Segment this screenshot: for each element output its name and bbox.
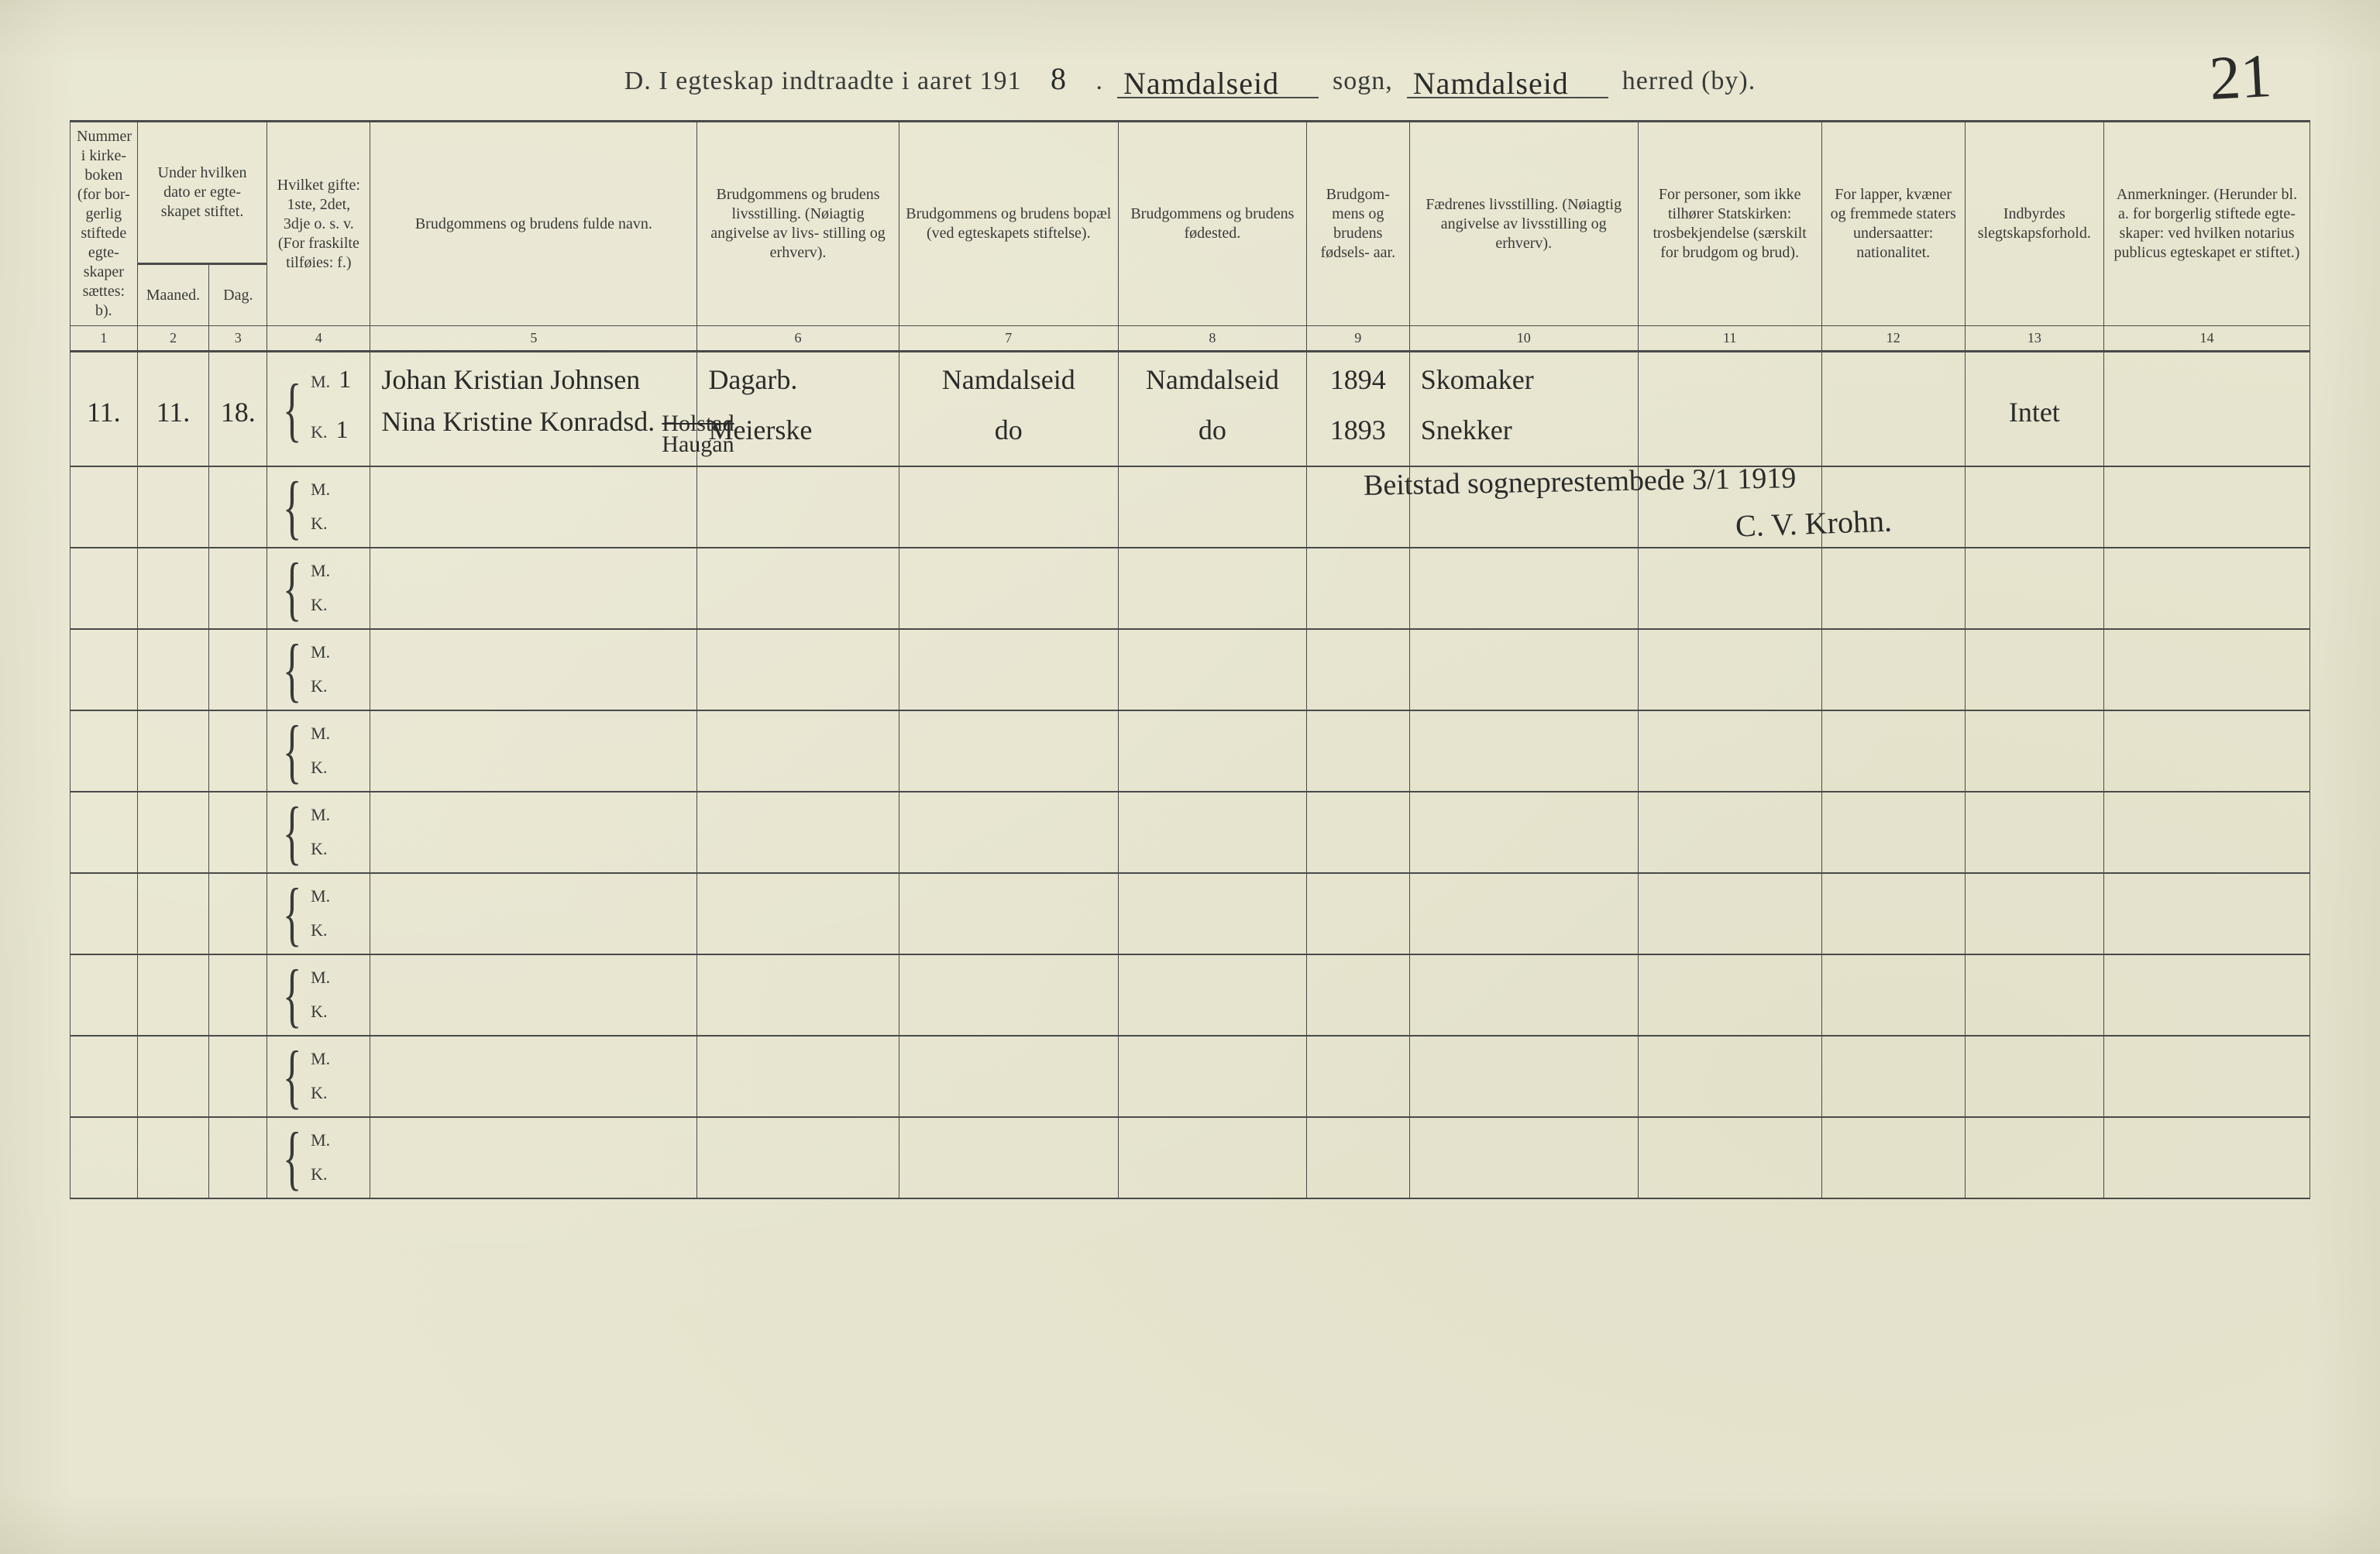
table-head: Nummer i kirke- boken (for bor- gerlig s… (71, 122, 2310, 352)
cell-brace: { (267, 351, 303, 466)
sogn-blank: Namdalseid (1117, 60, 1319, 98)
blank-row-m: {M. (71, 954, 2310, 995)
coln-4: 4 (267, 326, 370, 352)
th-11: For lapper, kvæner og fremmede staters u… (1821, 122, 1965, 326)
coln-5: 5 (370, 326, 697, 352)
cell-groom-name: Johan Kristian Johnsen (370, 351, 697, 401)
heading-period: . (1096, 67, 1104, 96)
cell-bride-bplace: do (1118, 401, 1306, 466)
cell-bride-res: do (899, 401, 1118, 466)
blank-row-m: {M. (71, 1036, 2310, 1076)
register-table: Nummer i kirke- boken (for bor- gerlig s… (70, 120, 2310, 1199)
blank-row-m: {M. (71, 792, 2310, 832)
th-12: Indbyrdes slegtskapsforhold. (1965, 122, 2103, 326)
cell-groom-byear: 1894 (1306, 351, 1409, 401)
coln-12: 12 (1821, 326, 1965, 352)
cell-groom-father: Skomaker (1409, 351, 1638, 401)
cell-entry-no: 11. (71, 351, 138, 466)
th-9: Fædrenes livsstilling. (Nøiagtig angivel… (1409, 122, 1638, 326)
cell-bride-father: Snekker (1409, 401, 1638, 466)
cell-bride-gifte: 1 (336, 415, 349, 443)
cell-kinship: Intet (1965, 351, 2103, 466)
heading-prefix: D. I egteskap indtraadte i aaret 191 (624, 67, 1022, 96)
cell-bride-name: Nina Kristine Konradsd. Holstad Haugan (370, 401, 697, 466)
cell-mk-k: K. 1 (303, 401, 370, 466)
brace-icon: { (283, 390, 301, 429)
cell-day: 18. (209, 351, 267, 466)
coln-6: 6 (697, 326, 899, 352)
cell-groom-12 (1821, 351, 1965, 401)
cell-groom-11 (1638, 351, 1821, 401)
coln-9: 9 (1306, 326, 1409, 352)
cell-bride-11 (1638, 401, 1821, 466)
blank-row-m: {M. (71, 466, 2310, 507)
cell-bride-byear: 1893 (1306, 401, 1409, 466)
coln-10: 10 (1409, 326, 1638, 352)
cell-bride-12 (1821, 401, 1965, 466)
coln-7: 7 (899, 326, 1118, 352)
th-1: Nummer i kirke- boken (for bor- gerlig s… (71, 122, 138, 326)
th-2b: Dag. (209, 264, 267, 326)
coln-1: 1 (71, 326, 138, 352)
cell-groom-gifte: 1 (339, 365, 351, 393)
cell-mk-m: M. 1 (303, 351, 370, 401)
herred-label: herred (by). (1622, 67, 1756, 96)
blank-row-m: {M. (71, 629, 2310, 669)
th-5: Brudgommens og brudens livsstilling. (Nø… (697, 122, 899, 326)
cell-groom-res: Namdalseid (899, 351, 1118, 401)
blank-row-m: {M. (71, 1117, 2310, 1157)
folio-number: 21 (2208, 41, 2274, 115)
th-2a: Maaned. (137, 264, 209, 326)
header-row-1: Nummer i kirke- boken (for bor- gerlig s… (71, 122, 2310, 264)
coln-2: 2 (137, 326, 209, 352)
entry-row-groom: 11. 11. 18. { M. 1 Johan Kristian Johnse… (71, 351, 2310, 401)
page-heading: D. I egteskap indtraadte i aaret 191 8. N… (70, 60, 2310, 98)
coln-14: 14 (2103, 326, 2309, 352)
coln-11: 11 (1638, 326, 1821, 352)
herred-blank: Namdalseid (1407, 60, 1608, 98)
sogn-value: Namdalseid (1117, 65, 1285, 101)
blank-row-m: {M. (71, 548, 2310, 588)
th-3: Hvilket gifte: 1ste, 2det, 3dje o. s. v.… (267, 122, 370, 326)
coln-3: 3 (209, 326, 267, 352)
cell-month: 11. (137, 351, 209, 466)
cell-remarks (2103, 351, 2309, 466)
th-8: Brudgom- mens og brudens fødsels- aar. (1306, 122, 1409, 326)
th-13: Anmerkninger. (Herunder bl. a. for borge… (2103, 122, 2309, 326)
th-7: Brudgommens og brudens fødested. (1118, 122, 1306, 326)
blank-row-m: {M. (71, 710, 2310, 751)
herred-value: Namdalseid (1407, 65, 1575, 101)
coln-8: 8 (1118, 326, 1306, 352)
heading-year-digit: 8 (1036, 60, 1082, 97)
sogn-label: sogn, (1333, 67, 1393, 96)
column-numbers-row: 1 2 3 4 5 6 7 8 9 10 11 12 13 14 (71, 326, 2310, 352)
cell-groom-bplace: Namdalseid (1118, 351, 1306, 401)
th-2-top: Under hvilken dato er egte- skapet stift… (137, 122, 267, 264)
cell-groom-occ: Dagarb. (697, 351, 899, 401)
register-page: 21 D. I egteskap indtraadte i aaret 1918… (0, 0, 2380, 1554)
coln-13: 13 (1965, 326, 2103, 352)
th-6: Brudgommens og brudens bopæl (ved egtesk… (899, 122, 1118, 326)
table-body: 11. 11. 18. { M. 1 Johan Kristian Johnse… (71, 351, 2310, 1198)
blank-row-m: {M. (71, 873, 2310, 913)
annotation-line2: C. V. Krohn. (1735, 502, 1892, 544)
th-10: For personer, som ikke tilhører Statskir… (1638, 122, 1821, 326)
th-4: Brudgommens og brudens fulde navn. (370, 122, 697, 326)
